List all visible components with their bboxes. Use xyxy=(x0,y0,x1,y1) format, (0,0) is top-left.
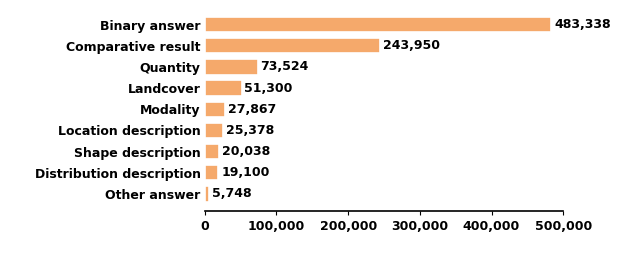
Text: 5,748: 5,748 xyxy=(212,187,252,200)
Bar xyxy=(205,102,225,117)
Text: 483,338: 483,338 xyxy=(554,18,611,31)
Text: 25,378: 25,378 xyxy=(226,124,274,137)
Text: 27,867: 27,867 xyxy=(228,103,276,116)
Bar xyxy=(205,123,223,138)
Text: 20,038: 20,038 xyxy=(222,145,270,158)
Bar xyxy=(205,144,219,159)
Text: 51,300: 51,300 xyxy=(244,81,293,95)
Bar xyxy=(205,59,257,75)
Bar xyxy=(205,80,241,96)
Text: 73,524: 73,524 xyxy=(260,60,308,74)
Bar xyxy=(205,17,551,32)
Bar xyxy=(205,186,209,201)
Text: 243,950: 243,950 xyxy=(383,39,440,52)
Bar xyxy=(205,38,380,53)
Bar xyxy=(205,165,218,180)
Text: 19,100: 19,100 xyxy=(221,166,269,179)
